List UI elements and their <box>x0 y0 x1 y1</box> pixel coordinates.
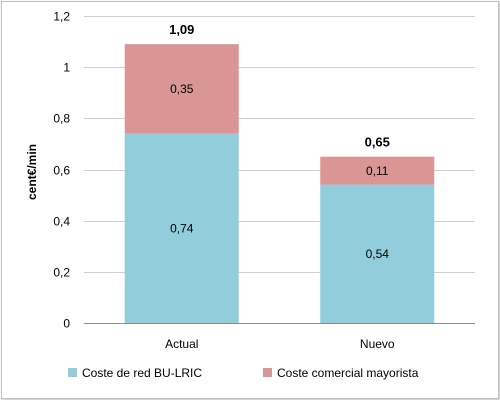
legend: Coste de red BU-LRIC Coste comercial mayo… <box>68 366 419 380</box>
data-label: 0,11 <box>366 164 389 178</box>
y-tick-label: 0,2 <box>53 266 70 280</box>
y-axis-label: cent€/min <box>25 144 39 200</box>
legend-label: Coste comercial mayorista <box>277 366 419 380</box>
total-label: 1,09 <box>169 22 194 37</box>
y-tick-label: 0 <box>63 317 70 331</box>
y-tick-label: 0,4 <box>53 215 70 229</box>
y-tick-label: 1,2 <box>53 10 70 24</box>
bar-segment <box>320 184 435 323</box>
y-tick-label: 0,8 <box>53 112 70 126</box>
bar-segment <box>320 156 435 185</box>
legend-swatch <box>68 368 77 377</box>
y-tick-label: 1 <box>63 61 70 75</box>
data-label: 0,35 <box>170 82 194 96</box>
y-tick-label: 0,6 <box>53 164 70 178</box>
data-label: 0,54 <box>366 247 390 261</box>
bar-segment <box>124 133 239 323</box>
x-category-label: Actual <box>165 337 198 351</box>
data-label: 0,74 <box>170 221 194 235</box>
legend-label: Coste de red BU-LRIC <box>82 366 202 380</box>
x-category-label: Nuevo <box>360 337 395 351</box>
bar-segment <box>124 44 239 134</box>
total-label: 0,65 <box>365 135 390 150</box>
legend-swatch <box>263 368 272 377</box>
